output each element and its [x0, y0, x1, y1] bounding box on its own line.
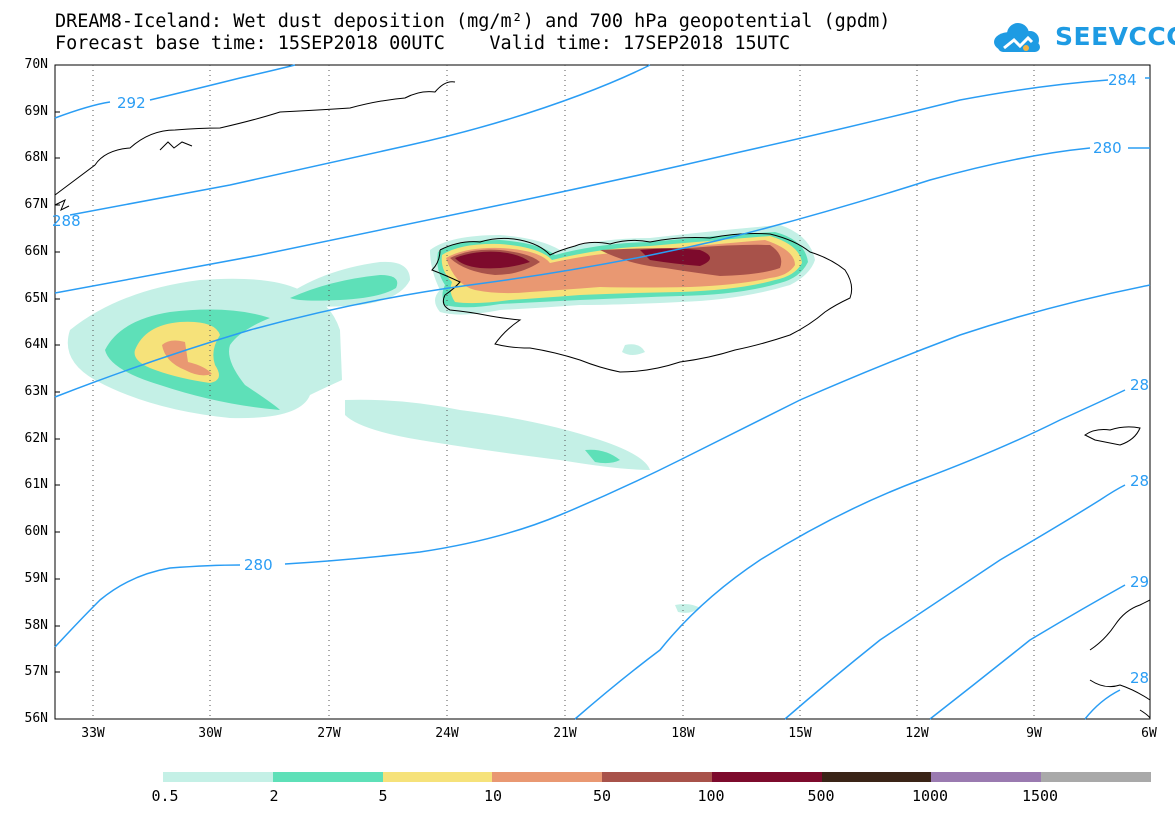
lat-label: 65N: [24, 291, 48, 306]
geopotential-contours: [54, 64, 1151, 720]
legend-swatch-2: [272, 772, 383, 782]
contour-label: 28: [1130, 376, 1149, 394]
tick-marks: [55, 64, 60, 673]
contour-label: 280: [1093, 139, 1122, 157]
legend-swatch-100: [711, 772, 822, 782]
lon-label: 30W: [198, 726, 222, 741]
contour-label: 284: [1108, 71, 1137, 89]
greenland-coast: [54, 81, 456, 196]
dust-area-100: [455, 251, 530, 269]
contour-label: 280: [244, 556, 273, 574]
lat-label: 56N: [24, 711, 48, 726]
dust-deposition-field: [67, 225, 815, 613]
lon-label: 33W: [81, 726, 105, 741]
faroe-islands: [1084, 426, 1141, 446]
legend-label: 10: [483, 787, 503, 805]
legend-label: 5: [378, 787, 388, 805]
lon-label: 21W: [553, 726, 577, 741]
dust-area-100: [640, 248, 710, 266]
contour-28-b: [784, 484, 1126, 720]
dust-area-0.5: [345, 399, 650, 470]
cloud-icon: [994, 23, 1040, 52]
dust-area-2: [585, 449, 620, 464]
contour-280-north: [54, 147, 1150, 398]
lat-label: 70N: [24, 57, 48, 72]
legend-swatch-500: [821, 772, 932, 782]
graticule: [92, 65, 1035, 719]
title-line-1: DREAM8-Iceland: Wet dust deposition (mg/…: [55, 11, 891, 32]
dust-area-2: [290, 275, 398, 301]
lon-label: 6W: [1141, 726, 1157, 741]
contour-292: [54, 64, 296, 119]
lon-label: 15W: [788, 726, 812, 741]
lon-label: 9W: [1026, 726, 1042, 741]
legend-swatch-50: [602, 772, 712, 782]
dust-area-0.5: [675, 604, 700, 613]
legend-swatch-1500: [1041, 772, 1152, 782]
contour-label: 292: [117, 94, 146, 112]
contour-label: 28: [1130, 472, 1149, 490]
lat-label: 58N: [24, 618, 48, 633]
legend-swatch-0.5: [163, 772, 273, 782]
contour-284: [54, 77, 1150, 294]
contour-288: [69, 64, 651, 216]
scotland-coast: [1089, 599, 1151, 719]
lon-label: 18W: [671, 726, 695, 741]
legend-swatch-5: [382, 772, 493, 782]
contour-29-a: [929, 584, 1126, 720]
legend-label: 1500: [1021, 787, 1059, 805]
contour-label: 29: [1130, 573, 1149, 591]
coastline: [54, 81, 1151, 719]
contour-label: 28: [1130, 669, 1149, 687]
legend-swatch-10: [492, 772, 603, 782]
title-line-2: Forecast base time: 15SEP2018 00UTC Vali…: [55, 33, 791, 54]
dust-area-10: [162, 340, 212, 376]
legend-label: 2: [269, 787, 279, 805]
contour-label: 288: [52, 212, 81, 230]
iceland-coast: [431, 233, 853, 373]
lat-label: 69N: [24, 104, 48, 119]
legend-label: 1000: [911, 787, 949, 805]
lon-label: 27W: [317, 726, 341, 741]
lat-label: 66N: [24, 244, 48, 259]
contour-28-a: [574, 389, 1126, 720]
logo-text: SEEVCCC: [1055, 22, 1175, 51]
seevccc-logo: [994, 23, 1040, 52]
lat-label: 64N: [24, 337, 48, 352]
legend-label: 100: [697, 787, 725, 805]
lat-label: 68N: [24, 150, 48, 165]
lon-label: 24W: [435, 726, 459, 741]
dust-area-0.5: [622, 344, 645, 355]
lat-label: 62N: [24, 431, 48, 446]
legend-label: 0.5: [151, 787, 179, 805]
legend-label: 500: [807, 787, 835, 805]
color-legend: [163, 772, 1152, 782]
legend-label: 50: [592, 787, 612, 805]
legend-swatch-1000: [931, 772, 1042, 782]
contour-29-b: [1084, 689, 1121, 720]
contour-280-south: [54, 284, 1151, 648]
lat-label: 59N: [24, 571, 48, 586]
lat-label: 57N: [24, 664, 48, 679]
lat-label: 67N: [24, 197, 48, 212]
lon-label: 12W: [905, 726, 929, 741]
lat-label: 60N: [24, 524, 48, 539]
lat-label: 63N: [24, 384, 48, 399]
contour-labels: 292 288 284 280 280 28 28 29 28: [52, 71, 1149, 687]
lat-label: 61N: [24, 477, 48, 492]
